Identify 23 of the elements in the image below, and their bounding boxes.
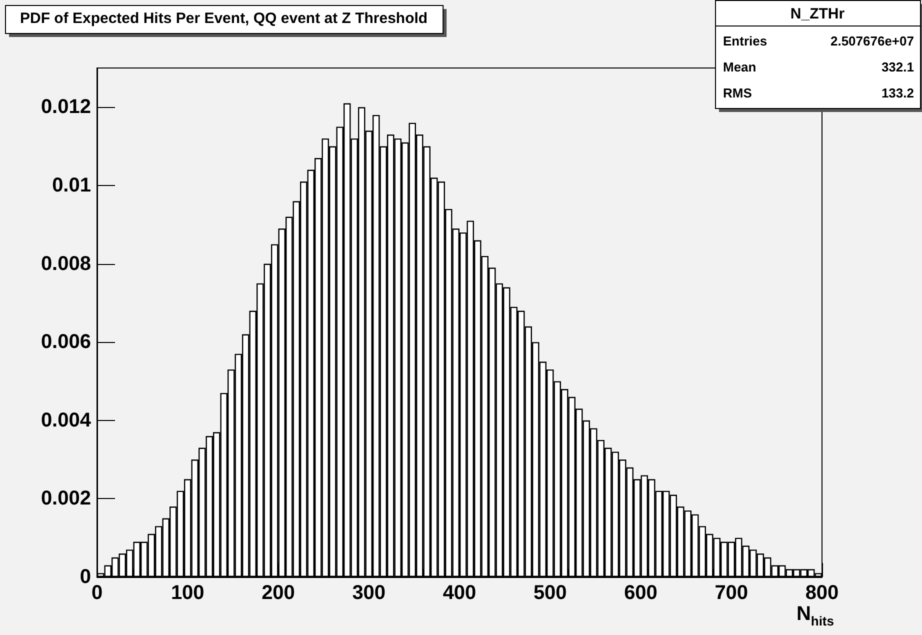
y-tick-label: 0.008: [40, 252, 91, 275]
annotation: RMS: [723, 86, 752, 100]
x-tick-label: 800: [805, 582, 839, 604]
text: N_ZTHr: [790, 6, 845, 22]
text: 332.1: [881, 60, 914, 74]
y-tick-label: 0.01: [52, 174, 91, 196]
x-tick-label: 400: [442, 582, 476, 604]
y-tick-label: 0.004: [40, 409, 92, 432]
y-tick-label: 0: [80, 566, 91, 588]
x-tick-label: 300: [352, 582, 386, 604]
x-tick-label: 100: [170, 582, 204, 604]
text: Entries: [723, 34, 768, 48]
x-tick-label: 700: [714, 582, 748, 604]
annotation: Mean: [723, 60, 756, 74]
text: 133.2: [881, 86, 914, 100]
x-tick-label: 200: [262, 582, 295, 604]
y-tick-label: 0.012: [40, 96, 91, 118]
x-tick-label: 500: [533, 582, 567, 604]
y-tick-label: 0.006: [40, 331, 91, 354]
x-tick-label: 600: [624, 582, 658, 604]
y-tick-label: 0.002: [40, 488, 91, 510]
chart-title: PDF of Expected Hits Per Event, QQ event at Z Threshold: [20, 10, 428, 27]
text: 2.507676e+07: [830, 34, 914, 48]
